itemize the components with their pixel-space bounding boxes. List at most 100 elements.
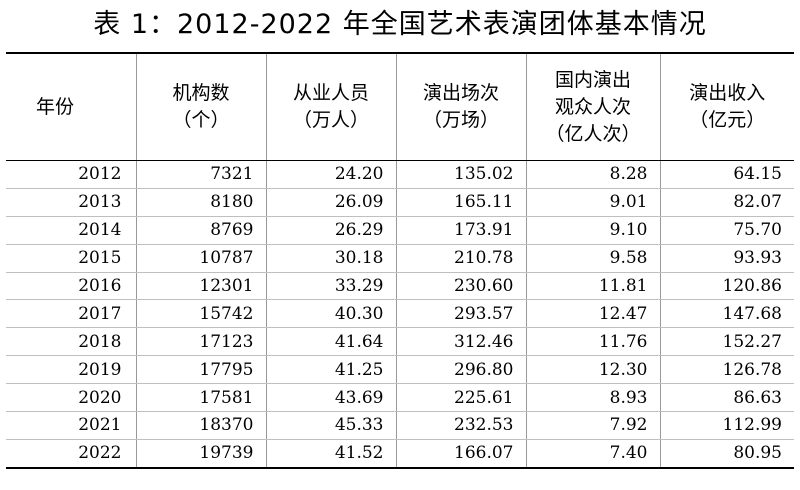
header-line: 观众人次 xyxy=(554,95,631,118)
revenue-cell: 93.93 xyxy=(660,244,794,273)
table-body: 2012 7321 24.20 135.02 8.28 64.15 2013 8180 26.0… xyxy=(6,160,794,469)
header-line: （万场） xyxy=(422,109,499,131)
performances-cell: 173.91 xyxy=(396,216,527,245)
table-header: 年份 机构数 （个） 从业人员 （万人） 演出场次 （万场） 国内演出观众人次 （亿人次） 演出收… xyxy=(6,52,794,161)
performances-cell: 312.46 xyxy=(396,327,527,357)
employees-cell: 45.33 xyxy=(266,411,397,440)
audience-cell: 8.28 xyxy=(526,160,661,189)
employees-cell: 26.29 xyxy=(266,216,397,245)
institutions-cell: 15742 xyxy=(136,299,267,329)
header-line: （万人） xyxy=(292,109,369,131)
header-employees: 从业人员 （万人） xyxy=(266,52,397,161)
table-row: 2016 12301 33.29 230.60 11.81 120.86 xyxy=(6,272,794,301)
audience-cell: 11.81 xyxy=(526,272,661,301)
performances-cell: 165.11 xyxy=(396,188,527,217)
institutions-cell: 10787 xyxy=(136,244,267,273)
performances-cell: 232.53 xyxy=(396,411,527,440)
performances-cell: 230.60 xyxy=(396,272,527,301)
data-table: 年份 机构数 （个） 从业人员 （万人） 演出场次 （万场） 国内演出观众人次 （亿人次） 演出收… xyxy=(6,52,794,469)
performances-cell: 296.80 xyxy=(396,355,527,385)
audience-cell: 9.58 xyxy=(526,244,661,273)
institutions-cell: 8180 xyxy=(136,188,267,217)
audience-cell: 12.30 xyxy=(526,355,661,385)
table-row: 2020 17581 43.69 225.61 8.93 86.63 xyxy=(6,383,794,413)
employees-cell: 26.09 xyxy=(266,188,397,217)
header-line: 机构数 xyxy=(172,82,230,104)
header-row: 年份 机构数 （个） 从业人员 （万人） 演出场次 （万场） 国内演出观众人次 （亿人次） 演出收… xyxy=(6,52,794,161)
table-row: 2022 19739 41.52 166.07 7.40 80.95 xyxy=(6,439,794,469)
revenue-cell: 126.78 xyxy=(660,355,794,385)
institutions-cell: 17123 xyxy=(136,327,267,357)
revenue-cell: 75.70 xyxy=(660,216,794,245)
employees-cell: 41.25 xyxy=(266,355,397,385)
year-cell: 2015 xyxy=(6,244,137,273)
institutions-cell: 8769 xyxy=(136,216,267,245)
audience-cell: 9.01 xyxy=(526,188,661,217)
revenue-cell: 86.63 xyxy=(660,383,794,413)
header-institutions: 机构数 （个） xyxy=(136,52,267,161)
revenue-cell: 64.15 xyxy=(660,160,794,189)
audience-cell: 12.47 xyxy=(526,299,661,329)
header-line: （个） xyxy=(172,109,230,131)
employees-cell: 40.30 xyxy=(266,299,397,329)
institutions-cell: 18370 xyxy=(136,411,267,440)
institutions-cell: 7321 xyxy=(136,160,267,189)
table-row: 2019 17795 41.25 296.80 12.30 126.78 xyxy=(6,355,794,385)
header-line: 演出场次 xyxy=(422,82,499,104)
audience-cell: 9.10 xyxy=(526,216,661,245)
audience-cell: 11.76 xyxy=(526,327,661,357)
year-cell: 2021 xyxy=(6,411,137,440)
table-row: 2012 7321 24.20 135.02 8.28 64.15 xyxy=(6,160,794,189)
performances-cell: 166.07 xyxy=(396,439,527,469)
employees-cell: 24.20 xyxy=(266,160,397,189)
table-title: 表 1：2012-2022 年全国艺术表演团体基本情况 xyxy=(93,9,707,40)
performances-cell: 225.61 xyxy=(396,383,527,413)
employees-cell: 30.18 xyxy=(266,244,397,273)
employees-cell: 41.64 xyxy=(266,327,397,357)
performances-cell: 293.57 xyxy=(396,299,527,329)
year-cell: 2022 xyxy=(6,439,137,469)
year-cell: 2013 xyxy=(6,188,137,217)
performances-cell: 135.02 xyxy=(396,160,527,189)
table-row: 2017 15742 40.30 293.57 12.47 147.68 xyxy=(6,299,794,329)
institutions-cell: 12301 xyxy=(136,272,267,301)
table-row: 2018 17123 41.64 312.46 11.76 152.27 xyxy=(6,327,794,357)
header-line: （亿人次） xyxy=(545,122,641,145)
audience-cell: 7.92 xyxy=(526,411,661,440)
header-line: 演出收入 xyxy=(689,82,766,104)
institutions-cell: 17795 xyxy=(136,355,267,385)
year-cell: 2017 xyxy=(6,299,137,329)
header-line: 从业人员 xyxy=(292,82,369,104)
header-performances: 演出场次 （万场） xyxy=(396,52,527,161)
header-audience: 国内演出观众人次 （亿人次） xyxy=(526,52,661,161)
performances-cell: 210.78 xyxy=(396,244,527,273)
header-line: 国内演出 xyxy=(554,68,631,91)
header-line: 年份 xyxy=(36,95,75,118)
year-cell: 2016 xyxy=(6,272,137,301)
year-cell: 2014 xyxy=(6,216,137,245)
revenue-cell: 147.68 xyxy=(660,299,794,329)
table-row: 2013 8180 26.09 165.11 9.01 82.07 xyxy=(6,188,794,217)
year-cell: 2020 xyxy=(6,383,137,413)
table-row: 2015 10787 30.18 210.78 9.58 93.93 xyxy=(6,244,794,273)
employees-cell: 43.69 xyxy=(266,383,397,413)
table-row: 2014 8769 26.29 173.91 9.10 75.70 xyxy=(6,216,794,245)
revenue-cell: 112.99 xyxy=(660,411,794,440)
year-cell: 2018 xyxy=(6,327,137,357)
header-year: 年份 xyxy=(6,52,137,161)
audience-cell: 8.93 xyxy=(526,383,661,413)
employees-cell: 41.52 xyxy=(266,439,397,469)
year-cell: 2019 xyxy=(6,355,137,385)
table-row: 2021 18370 45.33 232.53 7.92 112.99 xyxy=(6,411,794,440)
institutions-cell: 19739 xyxy=(136,439,267,469)
revenue-cell: 80.95 xyxy=(660,439,794,469)
institutions-cell: 17581 xyxy=(136,383,267,413)
audience-cell: 7.40 xyxy=(526,439,661,469)
header-revenue: 演出收入 （亿元） xyxy=(660,52,794,161)
revenue-cell: 120.86 xyxy=(660,272,794,301)
revenue-cell: 82.07 xyxy=(660,188,794,217)
revenue-cell: 152.27 xyxy=(660,327,794,357)
employees-cell: 33.29 xyxy=(266,272,397,301)
year-cell: 2012 xyxy=(6,160,137,189)
header-line: （亿元） xyxy=(689,109,766,131)
